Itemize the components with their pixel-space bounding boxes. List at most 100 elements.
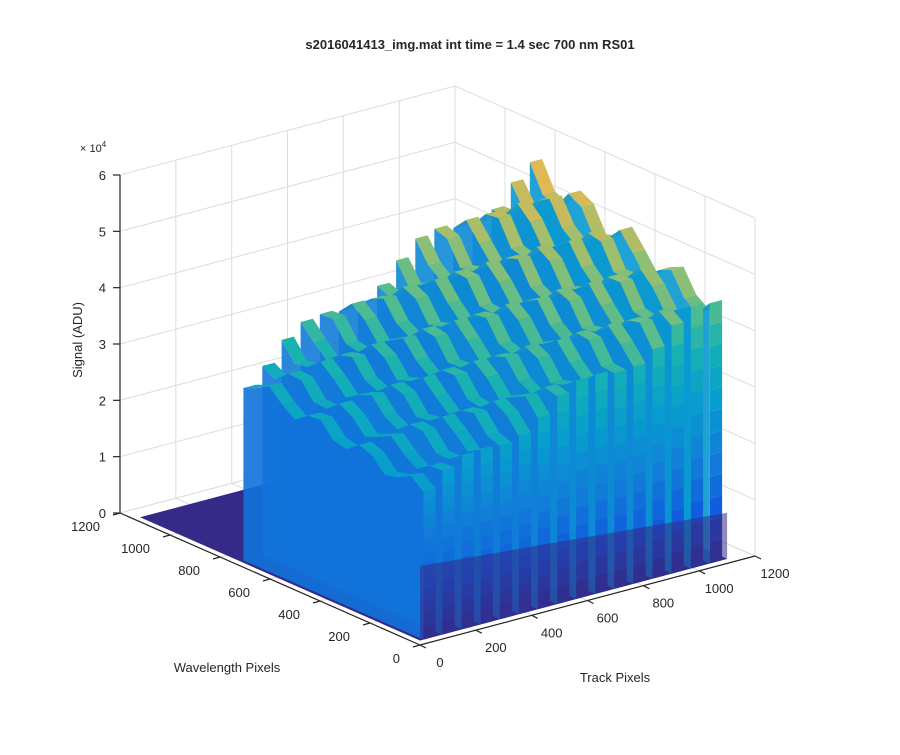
ridge-face-8-5	[576, 486, 589, 508]
ridge-face-6-8	[537, 462, 551, 482]
ridge-top-2-9	[333, 374, 359, 398]
ridge-top-4-12	[332, 315, 358, 344]
ridge-top-5-11	[364, 316, 390, 343]
ridge-top-4-5	[422, 374, 448, 397]
x-tick-label-5: 1000	[705, 581, 734, 596]
ridge-top-8-6	[486, 314, 512, 345]
ridge-face-8-11	[576, 377, 589, 399]
ridge-face-6-6	[537, 494, 551, 514]
ridge-top-11-4	[569, 297, 595, 329]
ridge-face-1-11	[442, 467, 455, 485]
ridge-face-4-9	[499, 471, 513, 490]
ridge-face-3-7	[480, 504, 493, 523]
ridge-top-14-10	[549, 195, 575, 229]
ridge-face-3-11	[480, 446, 493, 465]
ridge-face-9-3	[595, 517, 608, 540]
z-axis-label: Signal (ADU)	[70, 302, 85, 378]
z-exponent-label: × 104	[80, 140, 107, 155]
ridge-face-15-2	[709, 495, 723, 521]
ridge-face-14-8	[690, 368, 704, 394]
ridge-face-15-5	[709, 430, 723, 456]
ridge-face-13-7	[671, 405, 684, 430]
y-tick-label-4: 800	[178, 563, 200, 578]
ridge-top-6-11	[383, 295, 409, 324]
ridge-face-9-9	[595, 407, 608, 430]
ridge-top-3-10	[339, 351, 365, 358]
y-tick-4	[212, 556, 221, 560]
ridge-face-6-9	[537, 446, 551, 466]
ridge-top-9-6	[505, 301, 531, 321]
ridge-top-2-6	[371, 392, 397, 417]
z-tick-label-0: 0	[99, 506, 106, 521]
ridge-top-2-8	[345, 392, 371, 398]
ridge-face-4-7	[499, 500, 513, 519]
ridge-face-14-10	[690, 325, 704, 351]
ridge-top-1-7	[339, 400, 365, 418]
ridge-top-1-0	[429, 462, 455, 471]
ridge-top-4-7	[397, 377, 423, 382]
ridge-face-9-4	[595, 499, 608, 521]
ridge-face-6-11	[537, 414, 551, 434]
ridge-top-6-10	[396, 320, 422, 338]
ridge-face-7-11	[557, 393, 570, 414]
ridge-top-3-1	[454, 429, 480, 452]
ridge-face-13-10	[671, 343, 684, 368]
x-tick-5	[698, 570, 706, 575]
ridge-top-8-13	[396, 257, 422, 287]
ridge-top-9-12	[428, 261, 454, 282]
ridge-top-7-10	[415, 295, 441, 325]
z-exponent-power: 4	[102, 140, 107, 149]
ridge-top-10-5	[537, 296, 563, 326]
ridge-face-13-5	[671, 446, 684, 471]
ridge-top-3-2	[442, 413, 468, 434]
ridge-top-5-7	[416, 357, 442, 377]
ridge-top-4-2	[461, 407, 487, 414]
ridge-face-12-10	[652, 365, 665, 388]
ridge-face-9-11	[595, 371, 608, 393]
ridge-top-5-4	[454, 372, 480, 400]
ridge-face-7-6	[557, 479, 570, 501]
ridge-top-1-4	[378, 432, 404, 438]
ridge-top-0-7	[320, 416, 346, 441]
ridge-top-2-7	[358, 392, 384, 396]
ridge-top-13-3	[620, 279, 646, 312]
ridge-top-0-3	[371, 452, 398, 475]
ridge-top-2-3	[410, 421, 436, 432]
y-tick-label-6: 1200	[71, 519, 100, 534]
y-tick-2	[312, 600, 321, 604]
ridge-face-12-7	[652, 422, 665, 445]
ridge-top-14-3	[639, 264, 665, 287]
ridge-top-4-1	[474, 410, 500, 436]
ridge-top-0-1	[397, 472, 423, 478]
ridge-face-12-6	[652, 441, 665, 465]
ridge-face-6-5	[537, 510, 551, 530]
ridge-top-0-4	[359, 441, 385, 456]
ridge-top-12-3	[601, 302, 627, 328]
ridge-face-3-6	[480, 519, 493, 538]
ridge-top-11-0	[620, 340, 646, 367]
ridge-face-10-10	[614, 387, 627, 410]
ridge-top-8-9	[447, 299, 473, 322]
ridge-top-9-9	[466, 275, 492, 307]
ridge-face-3-10	[480, 461, 493, 479]
ridge-top-0-11	[269, 382, 295, 405]
ridge-face-3-5	[480, 533, 493, 552]
chart-title: s2016041413_img.mat int time = 1.4 sec 7…	[305, 37, 634, 52]
ridge-top-2-13	[281, 336, 307, 364]
x-tick-1	[475, 629, 483, 634]
ridge-face-2-9	[461, 481, 474, 499]
ridge-top-8-3	[524, 342, 550, 359]
ridge-top-3-13	[300, 318, 326, 342]
x-tick-0	[419, 644, 427, 649]
ridge-face-10-6	[614, 459, 627, 481]
ridge-top-3-12	[313, 338, 339, 361]
ridge-face-2-7	[461, 510, 474, 528]
ridge-top-7-9	[428, 321, 454, 327]
ridge-face-2-8	[461, 495, 474, 514]
ridge-face-15-10	[709, 321, 723, 347]
ridge-face-3-9	[480, 475, 493, 494]
ridge-top-14-6	[600, 238, 626, 273]
y-tick-5	[162, 534, 171, 538]
x-tick-label-2: 400	[541, 625, 563, 640]
